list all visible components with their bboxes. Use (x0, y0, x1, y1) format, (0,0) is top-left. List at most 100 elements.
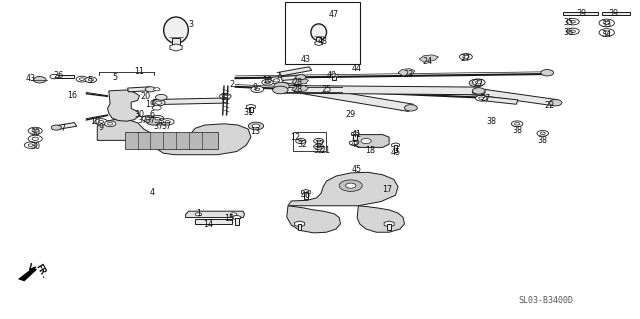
Circle shape (28, 135, 42, 142)
Circle shape (155, 117, 160, 120)
Circle shape (146, 117, 161, 125)
Text: 30: 30 (30, 128, 40, 137)
Polygon shape (353, 134, 357, 140)
Polygon shape (287, 206, 340, 233)
Circle shape (255, 88, 260, 91)
Circle shape (151, 115, 164, 122)
Text: 32: 32 (297, 140, 307, 149)
Polygon shape (55, 122, 77, 130)
Circle shape (76, 76, 88, 82)
Circle shape (252, 124, 260, 128)
Polygon shape (54, 75, 74, 78)
Text: FR.: FR. (33, 263, 49, 281)
Text: 11: 11 (134, 67, 145, 76)
Text: SL03-B3400D: SL03-B3400D (518, 296, 573, 305)
Circle shape (314, 144, 324, 149)
Text: 15: 15 (224, 214, 234, 223)
Circle shape (540, 132, 545, 135)
Text: 9: 9 (252, 83, 257, 92)
Polygon shape (170, 44, 182, 51)
Circle shape (146, 117, 151, 120)
Text: 22: 22 (544, 101, 554, 110)
Circle shape (476, 81, 482, 84)
Text: 14: 14 (203, 220, 213, 229)
Circle shape (24, 142, 37, 148)
Bar (125, 132, 218, 149)
Text: 41: 41 (352, 130, 362, 139)
Circle shape (515, 122, 520, 125)
Text: 12: 12 (291, 133, 301, 142)
Circle shape (152, 100, 165, 106)
Polygon shape (357, 206, 404, 232)
Text: 31: 31 (243, 108, 253, 117)
Text: 48: 48 (317, 37, 328, 46)
Text: 45: 45 (390, 148, 401, 157)
Polygon shape (384, 221, 394, 227)
Polygon shape (127, 87, 151, 92)
Text: 42: 42 (350, 140, 360, 149)
Circle shape (156, 94, 167, 100)
Text: 33: 33 (602, 20, 612, 29)
Circle shape (142, 115, 155, 122)
Circle shape (296, 138, 306, 144)
Ellipse shape (164, 17, 188, 43)
Text: 46: 46 (301, 191, 311, 200)
Circle shape (472, 79, 485, 85)
Circle shape (108, 122, 113, 125)
Text: 16: 16 (67, 91, 77, 100)
Circle shape (32, 129, 38, 132)
Circle shape (165, 121, 170, 123)
Circle shape (28, 144, 33, 146)
Circle shape (469, 79, 484, 87)
Text: 44: 44 (352, 64, 362, 73)
Circle shape (251, 86, 264, 93)
Polygon shape (419, 55, 438, 62)
Circle shape (152, 106, 161, 110)
Circle shape (460, 54, 472, 60)
Text: 24: 24 (422, 57, 433, 66)
Text: 37: 37 (137, 116, 147, 125)
Polygon shape (563, 12, 598, 15)
Text: 43: 43 (301, 55, 311, 63)
Text: 27: 27 (480, 94, 490, 103)
Circle shape (223, 95, 228, 98)
Polygon shape (18, 267, 37, 281)
Circle shape (248, 122, 264, 130)
Polygon shape (292, 78, 308, 85)
Text: 28: 28 (292, 78, 303, 87)
Circle shape (104, 121, 116, 127)
Text: 43: 43 (26, 74, 36, 83)
Text: 23: 23 (403, 70, 413, 78)
Text: 20: 20 (141, 92, 151, 101)
Text: 36: 36 (563, 28, 573, 37)
Polygon shape (97, 120, 251, 155)
Polygon shape (249, 107, 253, 112)
Polygon shape (195, 219, 232, 224)
Circle shape (51, 125, 61, 130)
Circle shape (317, 146, 321, 148)
Circle shape (220, 93, 231, 99)
Circle shape (274, 82, 289, 90)
Polygon shape (392, 143, 399, 147)
Text: 4: 4 (150, 189, 155, 197)
Polygon shape (353, 135, 389, 147)
Circle shape (195, 213, 202, 216)
Circle shape (604, 31, 610, 34)
Text: 28: 28 (292, 85, 303, 94)
Bar (293, 132, 326, 151)
Circle shape (156, 101, 162, 104)
Circle shape (155, 119, 168, 125)
Text: 7: 7 (276, 72, 281, 81)
Text: 40: 40 (326, 71, 337, 80)
Text: 45: 45 (352, 165, 362, 174)
Polygon shape (298, 224, 301, 230)
Circle shape (28, 127, 42, 134)
Circle shape (88, 78, 93, 81)
Text: 5: 5 (87, 76, 92, 85)
Circle shape (79, 78, 84, 80)
Text: 37: 37 (161, 122, 172, 130)
Text: 10: 10 (262, 76, 273, 85)
Text: 39: 39 (608, 9, 618, 18)
Circle shape (479, 97, 484, 100)
Polygon shape (351, 132, 359, 136)
